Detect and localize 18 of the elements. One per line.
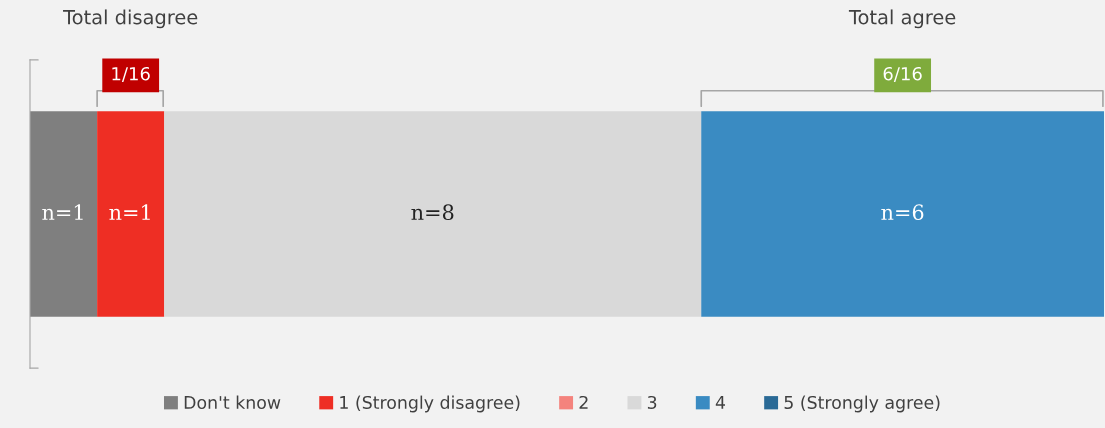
data-label: n=8 (411, 204, 454, 221)
legend-label: 1 (Strongly disagree) (340, 395, 520, 413)
legend-label: 4 (715, 396, 726, 409)
text: Total agree (848, 9, 956, 29)
legend-label: 3 (647, 395, 657, 410)
text: Total disagree (63, 9, 198, 29)
data-label: n=1 (109, 204, 150, 220)
legend-label: 2 (579, 395, 588, 409)
bar (97, 111, 165, 317)
bar (164, 111, 702, 317)
data-label: n=6 (881, 204, 924, 221)
bar (701, 111, 1104, 317)
text: 1/16 (112, 66, 150, 82)
bar (30, 111, 98, 317)
data-label: n=1 (42, 204, 83, 220)
legend-label: 5 (Strongly agree) (784, 395, 940, 413)
text: 6/16 (883, 66, 922, 82)
legend-label: Don't know (184, 395, 281, 410)
